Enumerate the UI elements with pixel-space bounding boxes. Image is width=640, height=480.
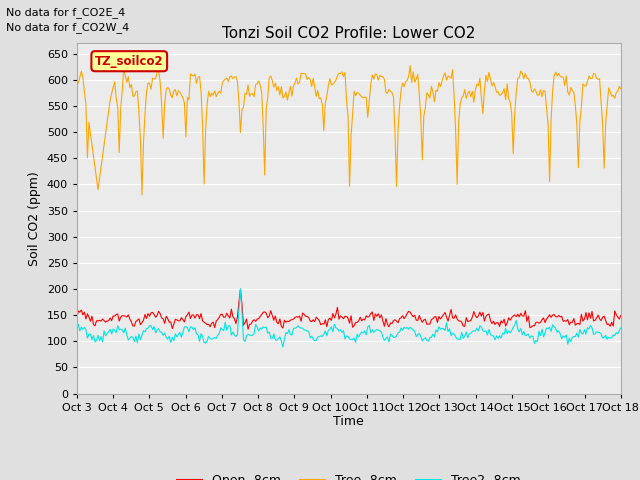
Title: Tonzi Soil CO2 Profile: Lower CO2: Tonzi Soil CO2 Profile: Lower CO2	[222, 25, 476, 41]
Tree2 -8cm	[235, 307, 243, 313]
Tree -8cm	[312, 94, 320, 99]
Tree2 -8cm	[255, 328, 262, 334]
Open -8cm	[237, 286, 244, 292]
Text: No data for f_CO2E_4: No data for f_CO2E_4	[6, 7, 125, 18]
Open -8cm	[140, 317, 147, 323]
X-axis label: Time: Time	[333, 415, 364, 429]
Tree -8cm	[138, 192, 146, 198]
Open -8cm	[589, 318, 597, 324]
Tree2 -8cm	[73, 322, 81, 328]
Open -8cm	[235, 299, 243, 305]
Tree2 -8cm	[589, 331, 597, 337]
Open -8cm	[617, 312, 625, 318]
Tree -8cm	[255, 78, 262, 84]
Tree -8cm	[406, 63, 414, 69]
Tree2 -8cm	[617, 325, 625, 331]
Open -8cm	[244, 326, 252, 332]
Open -8cm	[256, 314, 264, 320]
Open -8cm	[73, 315, 81, 321]
Tree -8cm	[617, 85, 625, 91]
Tree -8cm	[264, 95, 271, 100]
Tree -8cm	[237, 130, 244, 135]
Tree2 -8cm	[279, 344, 287, 350]
Open -8cm	[266, 313, 273, 319]
Tree -8cm	[73, 80, 81, 86]
Line: Open -8cm: Open -8cm	[77, 289, 621, 329]
Text: TZ_soilco2: TZ_soilco2	[95, 55, 164, 68]
Tree -8cm	[589, 71, 597, 76]
Text: No data for f_CO2W_4: No data for f_CO2W_4	[6, 22, 130, 33]
Line: Tree2 -8cm: Tree2 -8cm	[77, 289, 621, 347]
Tree2 -8cm	[237, 286, 244, 292]
Open -8cm	[314, 316, 321, 322]
Tree2 -8cm	[264, 330, 271, 336]
Legend: Open -8cm, Tree -8cm, Tree2 -8cm: Open -8cm, Tree -8cm, Tree2 -8cm	[172, 469, 525, 480]
Line: Tree -8cm: Tree -8cm	[77, 66, 621, 195]
Tree2 -8cm	[140, 328, 147, 334]
Tree -8cm	[141, 111, 149, 117]
Y-axis label: Soil CO2 (ppm): Soil CO2 (ppm)	[28, 171, 41, 266]
Tree2 -8cm	[314, 334, 321, 340]
